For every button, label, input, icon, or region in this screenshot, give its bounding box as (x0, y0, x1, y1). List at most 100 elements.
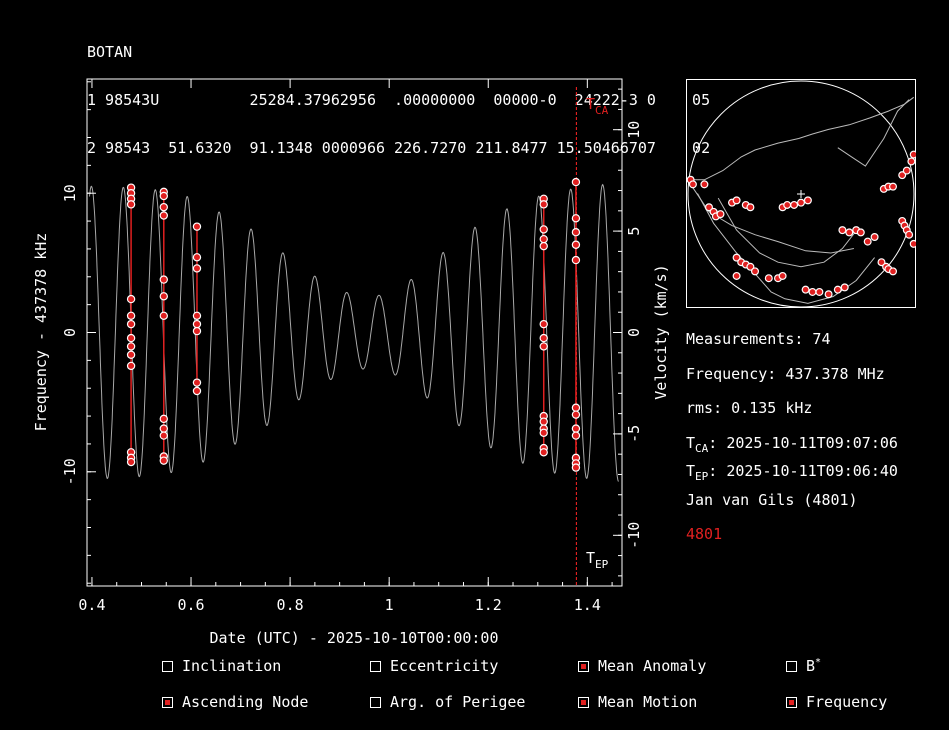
checkbox-frequency[interactable]: Frequency (786, 693, 887, 711)
checkbox-arg-of-perigee-label: Arg. of Perigee (390, 693, 526, 711)
measurement-point (159, 414, 168, 424)
checkbox-frequency-label: Frequency (806, 693, 888, 711)
checkbox-eccentricity[interactable]: Eccentricity (370, 657, 498, 675)
measurement-point (159, 431, 168, 440)
measurement-point (539, 225, 548, 234)
sky-measurement-point (838, 226, 847, 235)
checkbox-mean-anomaly-box[interactable] (578, 660, 589, 672)
y2-tick-label: 10 (625, 121, 643, 139)
sky-measurement-point (815, 287, 824, 296)
y-axis-label: Frequency - 437378 kHz (32, 233, 50, 432)
measurement-point (571, 177, 581, 187)
sky-measurement-point (746, 262, 755, 271)
x-tick-label: 1.4 (574, 596, 601, 614)
measurement-point (571, 463, 581, 472)
sky-measurement-point (898, 171, 907, 180)
tca-time: TCA: 2025-10-11T09:07:06 (686, 434, 898, 455)
measurement-point (571, 214, 581, 223)
measurement-point (192, 222, 202, 231)
y2-tick-label: 0 (625, 328, 643, 337)
measurement-point (571, 424, 581, 433)
measurement-point (539, 428, 548, 437)
sky-measurement-point (889, 182, 898, 191)
sky-measurement-point (732, 196, 741, 205)
measurement-point (571, 255, 581, 265)
sky-measurement-point (796, 198, 805, 207)
measurement-point (539, 333, 548, 343)
sky-measurement-point (870, 233, 879, 242)
model-doppler-curve (89, 183, 619, 482)
sky-measurement-point (902, 166, 911, 175)
sky-measurement-point (856, 228, 865, 237)
sky-track-plot[interactable] (686, 79, 916, 308)
frequency-value: Frequency: 437.378 MHz (686, 365, 885, 383)
measurement-point (539, 342, 548, 351)
sky-measurement-point (877, 258, 886, 267)
checkbox-arg-of-perigee[interactable]: Arg. of Perigee (370, 693, 525, 711)
satellite-name: BOTAN (87, 43, 133, 61)
checkbox-inclination[interactable]: Inclination (162, 657, 281, 675)
measurement-point (159, 456, 168, 465)
measurement-point (539, 448, 548, 457)
x-tick-label: 0.4 (78, 596, 105, 614)
measurement-point (126, 311, 136, 320)
sky-track (717, 197, 859, 268)
checkbox-frequency-box[interactable] (786, 696, 797, 708)
sky-measurement-point (700, 180, 709, 189)
sky-measurement-point (909, 150, 916, 159)
sky-measurement-point (905, 230, 914, 239)
measurement-point (539, 417, 548, 426)
measurement-point (192, 311, 202, 320)
x-axis-label: Date (UTC) - 2025-10-10T00:00:00 (210, 629, 499, 647)
checkbox-mean-anomaly[interactable]: Mean Anomaly (578, 657, 706, 675)
checkbox-mean-motion-box[interactable] (578, 696, 589, 708)
observer-name: Jan van Gils (4801) (686, 491, 858, 509)
checkbox-bstar[interactable]: B* (786, 657, 821, 675)
site-id: 4801 (686, 525, 723, 543)
measurement-point (159, 424, 168, 433)
checkbox-inclination-box[interactable] (162, 660, 173, 672)
checkbox-mean-motion[interactable]: Mean Motion (578, 693, 697, 711)
x-tick-label: 0.8 (277, 596, 304, 614)
tle-line-2: 2 98543 51.6320 91.1348 0000966 226.7270… (87, 139, 711, 157)
sky-measurement-point (833, 285, 842, 294)
measurement-point (539, 319, 548, 329)
tep-marker-label: TEP (586, 549, 609, 571)
checkbox-mean-motion-label: Mean Motion (598, 693, 698, 711)
sky-measurement-point (845, 228, 854, 237)
measurement-point (126, 333, 136, 343)
measurement-point (126, 361, 136, 371)
sky-measurement-point (824, 290, 833, 299)
checkbox-ascending-node[interactable]: Ascending Node (162, 693, 308, 711)
checkbox-ascending-node-label: Ascending Node (182, 693, 309, 711)
measurement-point (571, 403, 581, 412)
checkbox-eccentricity-label: Eccentricity (390, 657, 499, 675)
sky-measurement-point (716, 210, 725, 219)
sky-measurement-point (688, 180, 697, 189)
checkbox-ascending-node-box[interactable] (162, 696, 173, 708)
measurements-count: Measurements: 74 (686, 330, 831, 348)
sky-measurement-point (783, 200, 792, 209)
measurement-point (159, 202, 168, 212)
measurement-point (192, 319, 202, 329)
checkbox-eccentricity-box[interactable] (370, 660, 381, 672)
y2-tick-label: -5 (625, 425, 643, 443)
sky-measurement-point (750, 267, 759, 276)
measurement-point (192, 386, 202, 396)
measurement-point (192, 378, 202, 387)
checkbox-bstar-box[interactable] (786, 660, 797, 672)
y-tick-label: -10 (61, 458, 79, 485)
sky-measurement-point (732, 271, 741, 280)
checkbox-arg-of-perigee-box[interactable] (370, 696, 381, 708)
horizon-circle (687, 80, 915, 308)
measurement-point (126, 319, 136, 329)
sky-measurement-point (840, 283, 849, 292)
measurement-point (192, 253, 202, 262)
measurement-point (159, 191, 168, 201)
measurement-point (126, 350, 136, 359)
measurement-point (571, 410, 581, 419)
sky-track (837, 99, 910, 167)
checkbox-mean-anomaly-label: Mean Anomaly (598, 657, 707, 675)
measurement-point (126, 457, 136, 467)
